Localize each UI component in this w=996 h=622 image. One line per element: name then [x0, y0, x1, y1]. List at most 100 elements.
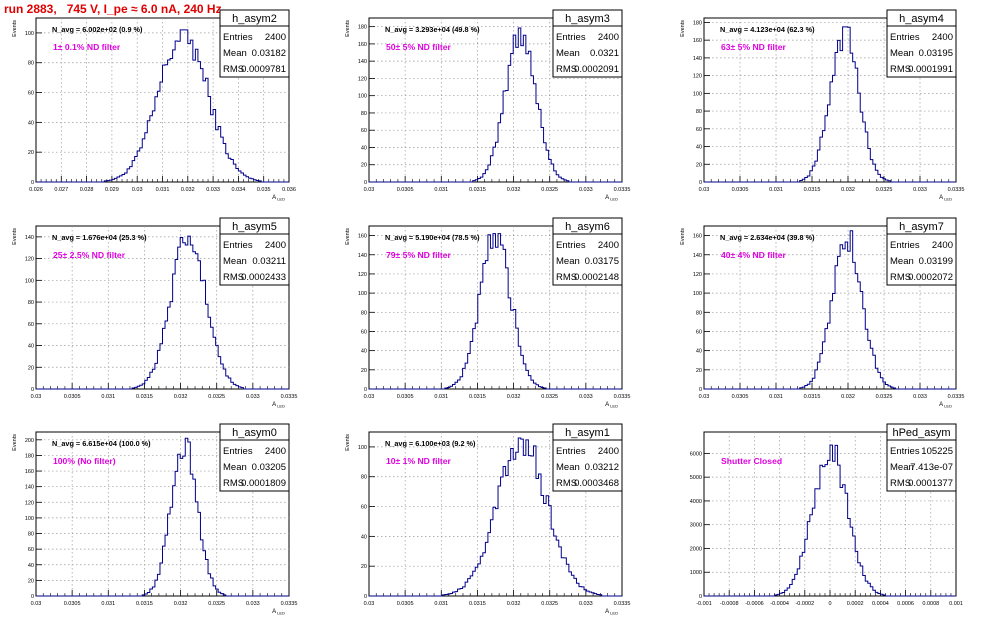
- y-tick-label: 20: [361, 368, 367, 374]
- x-tick-label: -0.0008: [720, 601, 739, 607]
- navg-caption: N_avg = 6.002e+02 (0.9 %): [52, 25, 143, 34]
- stats-value: 0.0003468: [574, 478, 619, 489]
- x-tick-label: 0.0335: [948, 394, 965, 400]
- x-axis-label: A LED: [272, 609, 285, 616]
- y-tick-label: 0: [364, 180, 367, 186]
- x-tick-label: 0.0305: [732, 394, 749, 400]
- x-tick-label: 0.03: [132, 187, 143, 193]
- stats-title: h_asym4: [899, 13, 944, 25]
- y-tick-label: 80: [696, 310, 702, 316]
- stats-label: RMS: [890, 478, 911, 489]
- stats-box: [219, 233, 290, 286]
- x-tick-label: 0.033: [206, 187, 220, 193]
- stats-box: [552, 233, 623, 286]
- x-tick-label: 0.0325: [208, 601, 225, 607]
- x-tick-label: 0.031: [434, 394, 448, 400]
- y-tick-label: 4000: [690, 499, 702, 505]
- stats-value: 0.03195: [919, 48, 953, 59]
- stats-label: Entries: [556, 446, 586, 457]
- y-axis-label: Events: [12, 20, 18, 37]
- y-tick-label: 80: [361, 111, 367, 117]
- histogram-panel-h_asym1: 0.03 0.0305 0.031 0.0315 0.032 0.0325 0.033 0.0…: [345, 423, 630, 616]
- filter-annotation: 50± 5% ND filter: [386, 42, 452, 52]
- stats-label: RMS: [890, 272, 911, 283]
- stats-value: 0.03211: [252, 256, 286, 267]
- filter-annotation: 25± 2.5% ND filter: [53, 250, 126, 260]
- x-tick-label: 0.032: [507, 394, 521, 400]
- stats-title: h_asym2: [232, 13, 277, 25]
- stats-title: h_asym5: [232, 221, 277, 233]
- stats-box: [886, 25, 957, 78]
- x-tick-label: 0.0305: [64, 394, 81, 400]
- x-tick-label: 0.0006: [897, 601, 914, 607]
- x-tick-label: 0.032: [507, 601, 521, 607]
- x-tick-label: 0.035: [257, 187, 271, 193]
- y-tick-label: 20: [28, 578, 34, 584]
- stats-title: hPed_asym: [892, 427, 950, 439]
- histogram-line: [36, 437, 289, 597]
- y-tick-label: 80: [28, 300, 34, 306]
- y-axis-label: Events: [345, 20, 351, 37]
- y-tick-label: 1000: [690, 570, 702, 576]
- x-tick-label: 0.032: [507, 187, 521, 193]
- y-tick-label: 120: [25, 500, 34, 506]
- stats-value: 0.0002433: [241, 272, 286, 283]
- stats-label: Mean: [223, 48, 247, 59]
- y-tick-label: 140: [25, 235, 34, 241]
- histogram-line: [704, 444, 956, 597]
- y-tick-label: 80: [361, 310, 367, 316]
- navg-caption: N_avg = 6.100e+03 (9.2 %): [385, 439, 476, 448]
- stats-value: 2400: [932, 240, 953, 251]
- histogram-line: [369, 437, 622, 597]
- navg-caption: N_avg = 4.123e+04 (62.3 %): [720, 25, 815, 34]
- filter-annotation: 63± 5% ND filter: [721, 42, 787, 52]
- stats-value: 2400: [265, 240, 286, 251]
- y-tick-label: 80: [361, 475, 367, 481]
- y-tick-label: 40: [696, 145, 702, 151]
- y-axis-label: Events: [12, 434, 18, 451]
- y-tick-label: 0: [699, 180, 702, 186]
- stats-value: 0.0002072: [908, 272, 953, 283]
- x-tick-label: 0.031: [769, 394, 783, 400]
- stats-value: 0.0001377: [908, 478, 953, 489]
- y-tick-label: 20: [361, 163, 367, 169]
- x-tick-label: 0.0315: [469, 601, 486, 607]
- stats-label: RMS: [223, 64, 244, 75]
- stats-label: RMS: [223, 478, 244, 489]
- stats-value: 2400: [265, 32, 286, 43]
- histogram-panel-h_asym6: 0.03 0.0305 0.031 0.0315 0.032 0.0325 0.033 0.0…: [345, 217, 630, 409]
- histogram-panel-h_asym3: 0.03 0.0305 0.031 0.0315 0.032 0.0325 0.033 0.0…: [345, 9, 630, 202]
- y-tick-label: 40: [696, 349, 702, 355]
- stats-label: Mean: [890, 256, 914, 267]
- x-tick-label: -0.001: [696, 601, 712, 607]
- histogram-panel-hPed_asym: -0.001 -0.0008 -0.0006 -0.0004 -0.0002 0 0.000…: [690, 423, 963, 607]
- y-tick-label: 40: [361, 145, 367, 151]
- x-axis-label: A LED: [272, 402, 285, 409]
- filter-annotation: 79± 5% ND filter: [386, 250, 452, 260]
- x-tick-label: 0.033: [913, 394, 927, 400]
- y-tick-label: 100: [358, 291, 367, 297]
- x-tick-label: 0.0002: [847, 601, 864, 607]
- stats-box: [886, 439, 957, 492]
- y-tick-label: 0: [31, 180, 34, 186]
- filter-annotation: 40± 4% ND filter: [721, 250, 787, 260]
- histogram-line: [36, 235, 289, 390]
- x-tick-label: 0.031: [434, 187, 448, 193]
- y-tick-label: 80: [696, 109, 702, 115]
- stats-box: [219, 439, 290, 492]
- x-tick-label: 0.033: [579, 394, 593, 400]
- y-axis-label: Events: [680, 20, 686, 37]
- run-title: run 2883, 745 V, I_pe ≈ 6.0 nA, 240 Hz: [4, 2, 222, 16]
- y-tick-label: 0: [31, 594, 34, 600]
- stats-box: [552, 439, 623, 492]
- stats-label: Mean: [556, 48, 580, 59]
- histogram-panel-h_asym0: 0.03 0.0305 0.031 0.0315 0.032 0.0325 0.033 0.0…: [12, 423, 297, 616]
- stats-label: Entries: [890, 446, 920, 457]
- x-tick-label: 0.0315: [136, 394, 153, 400]
- x-tick-label: 0.03: [364, 394, 375, 400]
- x-tick-label: 0.0335: [281, 394, 298, 400]
- x-tick-label: 0.0305: [732, 187, 749, 193]
- y-tick-label: 140: [25, 485, 34, 491]
- x-tick-label: 0.03: [364, 601, 375, 607]
- x-tick-label: 0.03: [699, 187, 710, 193]
